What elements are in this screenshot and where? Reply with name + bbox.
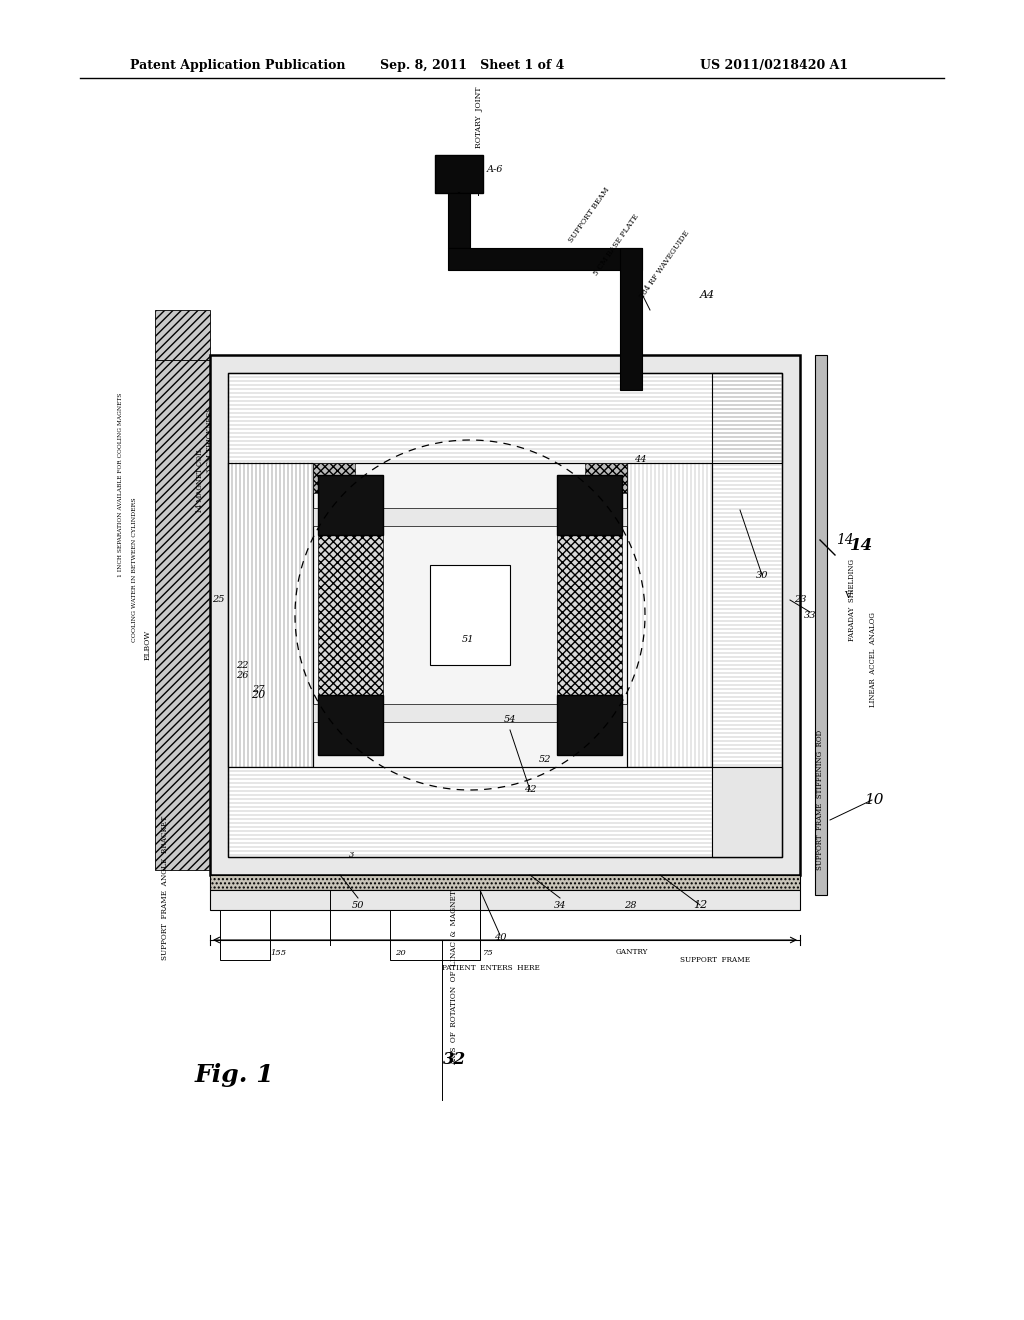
Text: 1 INCH SEPARATION AVAILABLE FOR COOLING MAGNETS: 1 INCH SEPARATION AVAILABLE FOR COOLING … [118,393,123,577]
Text: 30: 30 [756,570,768,579]
Bar [228,374,782,857]
Text: LINEAR  ACCEL  ANALOG: LINEAR ACCEL ANALOG [869,612,877,708]
Text: 44: 44 [634,455,646,465]
Text: 33: 33 [804,610,816,619]
Text: 23: 23 [794,595,806,605]
Text: FARADAY  SHIELDING: FARADAY SHIELDING [848,558,856,642]
Bar [155,310,210,360]
Bar [815,355,827,895]
Text: SUPPORT  FRAME: SUPPORT FRAME [680,956,751,964]
Bar [449,193,470,248]
Bar [313,508,627,525]
Text: A-6: A-6 [487,165,504,174]
Bar [210,890,800,909]
Bar [313,463,355,492]
Bar [318,475,383,535]
Text: 12: 12 [693,900,708,909]
Text: 3 CM THICKNESS: 3 CM THICKNESS [206,407,214,473]
Text: 28: 28 [624,900,636,909]
Text: SUPPORT  FRAME  ANGLE  BRACKET: SUPPORT FRAME ANGLE BRACKET [161,816,169,960]
Bar [210,355,800,875]
Text: 26: 26 [236,671,248,680]
Bar [228,767,782,857]
Text: Fig. 1: Fig. 1 [195,1063,274,1086]
Bar [390,909,480,960]
Bar [712,374,782,857]
Bar [313,463,627,767]
Bar [585,463,627,492]
Text: ROTARY  JOINT: ROTARY JOINT [475,87,483,148]
Bar [557,696,622,755]
Text: US 2011/0218420 A1: US 2011/0218420 A1 [700,58,848,71]
Text: 3: 3 [349,851,354,859]
Bar [449,248,642,271]
Text: 155: 155 [270,949,286,957]
Text: 52: 52 [539,755,551,764]
Text: 50: 50 [352,900,365,909]
Text: 51: 51 [462,635,474,644]
Text: 34: 34 [554,900,566,909]
Text: SUPPORT BEAM: SUPPORT BEAM [567,186,611,244]
Text: 14: 14 [850,536,873,553]
Bar [210,875,800,890]
Text: Sep. 8, 2011   Sheet 1 of 4: Sep. 8, 2011 Sheet 1 of 4 [380,58,564,71]
Text: ELBOW: ELBOW [144,630,152,660]
Bar [430,565,510,665]
Text: 14: 14 [837,533,854,546]
Polygon shape [210,355,313,875]
Text: 14 MAGNET COIL: 14 MAGNET COIL [196,447,204,512]
Text: 20: 20 [394,949,406,957]
Text: PATIENT  ENTERS  HERE: PATIENT ENTERS HERE [442,964,540,972]
Text: GANTRY: GANTRY [616,948,648,956]
Bar [155,360,210,870]
Text: Patent Application Publication: Patent Application Publication [130,58,345,71]
Bar [228,463,313,767]
Bar [318,535,383,696]
Text: 40: 40 [494,933,506,942]
Text: 25: 25 [212,595,224,605]
Bar [627,463,712,767]
Text: 54: 54 [504,715,516,725]
Text: 32: 32 [443,1052,467,1068]
Text: A4: A4 [700,290,715,300]
Text: 10: 10 [865,793,885,807]
Text: SUPPORT  FRAME  STIFFENING  ROD: SUPPORT FRAME STIFFENING ROD [816,730,824,870]
Text: V: V [845,590,852,599]
Text: AXIS  OF  ROTATION  OF  LINAC  &  MAGNET: AXIS OF ROTATION OF LINAC & MAGNET [450,891,458,1065]
Bar [557,475,622,535]
Text: 284 RF WAVEGUIDE: 284 RF WAVEGUIDE [638,230,691,301]
Bar [318,696,383,755]
Bar [313,704,627,722]
Text: 5 CM BASE PLATE: 5 CM BASE PLATE [592,213,641,277]
Text: 27: 27 [252,685,264,694]
Bar [620,248,642,389]
Bar [435,154,483,193]
Text: 20: 20 [251,690,265,700]
Bar [557,535,622,696]
Bar [220,909,270,960]
Text: COOLING WATER IN BETWEEN CYLINDERS: COOLING WATER IN BETWEEN CYLINDERS [132,498,137,643]
Text: 42: 42 [523,785,537,795]
Text: 22: 22 [236,660,248,669]
Text: 75: 75 [482,949,494,957]
Bar [228,374,782,463]
